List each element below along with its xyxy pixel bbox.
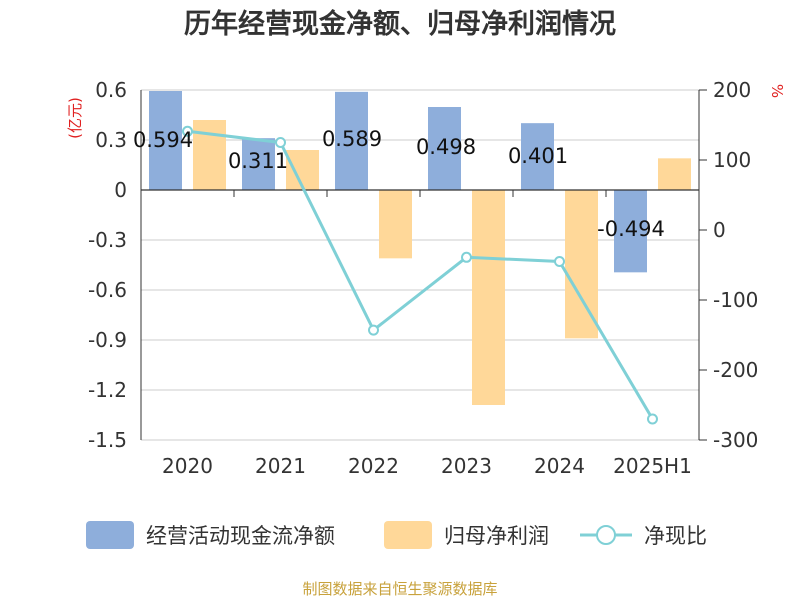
legend-swatch-net-profit[interactable] [384, 521, 432, 549]
right-tick-label: -300 [713, 428, 758, 452]
legend-label-cashflow[interactable]: 经营活动现金流净额 [146, 524, 335, 548]
legend-swatch-cashflow[interactable] [86, 521, 134, 549]
left-tick-label: 0 [114, 178, 127, 202]
category-label: 2024 [534, 454, 585, 478]
legend-label-net-profit[interactable]: 归母净利润 [444, 524, 549, 548]
ratio-point[interactable] [368, 324, 379, 336]
data-source: 制图数据来自恒生聚源数据库 [302, 580, 497, 598]
right-tick-label: 200 [713, 78, 751, 102]
category-label: 2025H1 [613, 454, 692, 478]
category-label: 2023 [441, 454, 492, 478]
right-tick-label: 0 [713, 218, 726, 242]
cashflow-data-label: 0.498 [416, 135, 476, 159]
cashflow-bar[interactable] [614, 190, 647, 273]
cashflow-data-label: -0.494 [597, 217, 665, 241]
legend-marker-ratio[interactable] [596, 525, 616, 545]
ratio-line [182, 125, 658, 425]
ratio-line-path [187, 129, 654, 420]
right-tick-label: 100 [713, 148, 751, 172]
left-tick-label: -1.5 [88, 428, 127, 452]
left-axis-unit: (亿元) [66, 97, 84, 139]
cashflow-bar[interactable] [149, 91, 182, 190]
ratio-point[interactable] [554, 256, 565, 267]
legend-label-ratio[interactable]: 净现比 [644, 524, 707, 548]
net-profit-bar[interactable] [379, 190, 412, 259]
left-tick-label: -1.2 [88, 378, 127, 402]
cashflow-bar[interactable] [521, 123, 554, 190]
cashflow-bar[interactable] [428, 107, 461, 190]
ratio-point[interactable] [182, 125, 193, 137]
cashflow-bar[interactable] [335, 91, 368, 190]
category-label: 2022 [348, 454, 399, 478]
net-profit-bar[interactable] [658, 158, 691, 190]
cashflow-data-label: 0.401 [508, 144, 568, 168]
ratio-point[interactable] [461, 251, 472, 263]
left-tick-label: -0.9 [88, 328, 127, 352]
net-profit-bar[interactable] [286, 150, 319, 190]
right-tick-label: -200 [713, 358, 758, 382]
ratio-point[interactable] [647, 413, 658, 425]
cashflow-bar[interactable] [242, 138, 275, 190]
category-label: 2021 [255, 454, 306, 478]
ratio-point[interactable] [275, 137, 286, 148]
cashflow-data-label: 0.589 [322, 127, 382, 151]
left-tick-label: 0.6 [95, 78, 127, 102]
left-tick-label: 0.3 [95, 128, 127, 152]
data-labels: 0.594 0.311 0.589 0.498 0.401 -0.494 [133, 127, 665, 241]
bars [149, 91, 691, 405]
cashflow-data-label: 0.311 [228, 149, 288, 173]
legend[interactable]: 经营活动现金流净额 归母净利润 净现比 [86, 521, 707, 549]
right-tick-label: -100 [713, 288, 758, 312]
net-profit-bar[interactable] [565, 190, 598, 339]
right-axis-unit: % [768, 84, 786, 98]
axes: 0.6 0.3 0 -0.3 -0.6 -0.9 -1.2 -1.5 200 100 0 -100 -2… [88, 78, 758, 478]
cashflow-data-label: 0.594 [133, 128, 193, 152]
net-profit-bar[interactable] [472, 190, 505, 405]
left-tick-label: -0.6 [88, 278, 127, 302]
grid [141, 89, 699, 441]
net-profit-bar[interactable] [193, 120, 226, 190]
category-label: 2020 [162, 454, 213, 478]
chart-title: 历年经营现金净额、归母净利润情况 [184, 8, 616, 40]
left-tick-label: -0.3 [88, 228, 127, 252]
